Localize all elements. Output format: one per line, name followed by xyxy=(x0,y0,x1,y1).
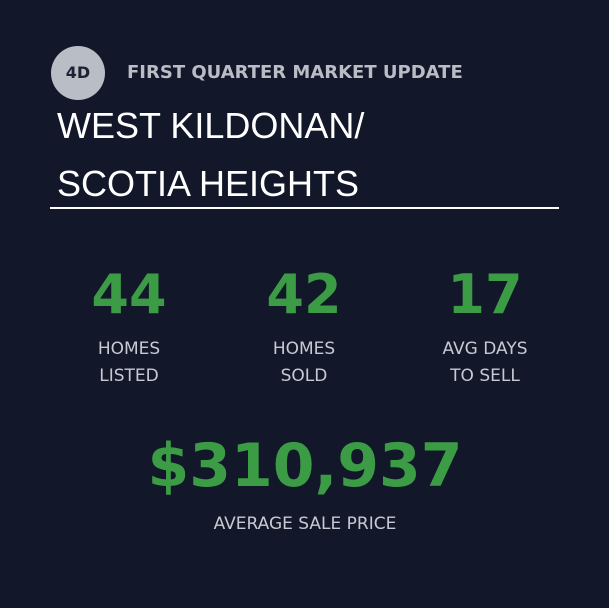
stat-label: LISTED xyxy=(99,366,159,386)
stat-label: AVG DAYS xyxy=(442,339,528,359)
kicker: FIRST QUARTER MARKET UPDATE xyxy=(127,62,463,83)
highlight-value: $310,937 xyxy=(147,431,463,501)
stat-label: TO SELL xyxy=(450,366,520,386)
stat-value: 42 xyxy=(266,263,342,326)
stat-label: HOMES xyxy=(272,339,336,359)
stat-label: SOLD xyxy=(280,366,328,386)
title-line: WEST KILDONAN/ xyxy=(57,105,365,146)
divider xyxy=(50,207,559,209)
badge: 4D xyxy=(51,46,105,100)
highlight-label: AVERAGE SALE PRICE xyxy=(213,514,397,534)
stat-label: HOMES xyxy=(97,339,161,359)
stat-value: 44 xyxy=(91,263,167,326)
title-line: SCOTIA HEIGHTS xyxy=(57,163,360,204)
stat-value: 17 xyxy=(447,263,523,326)
